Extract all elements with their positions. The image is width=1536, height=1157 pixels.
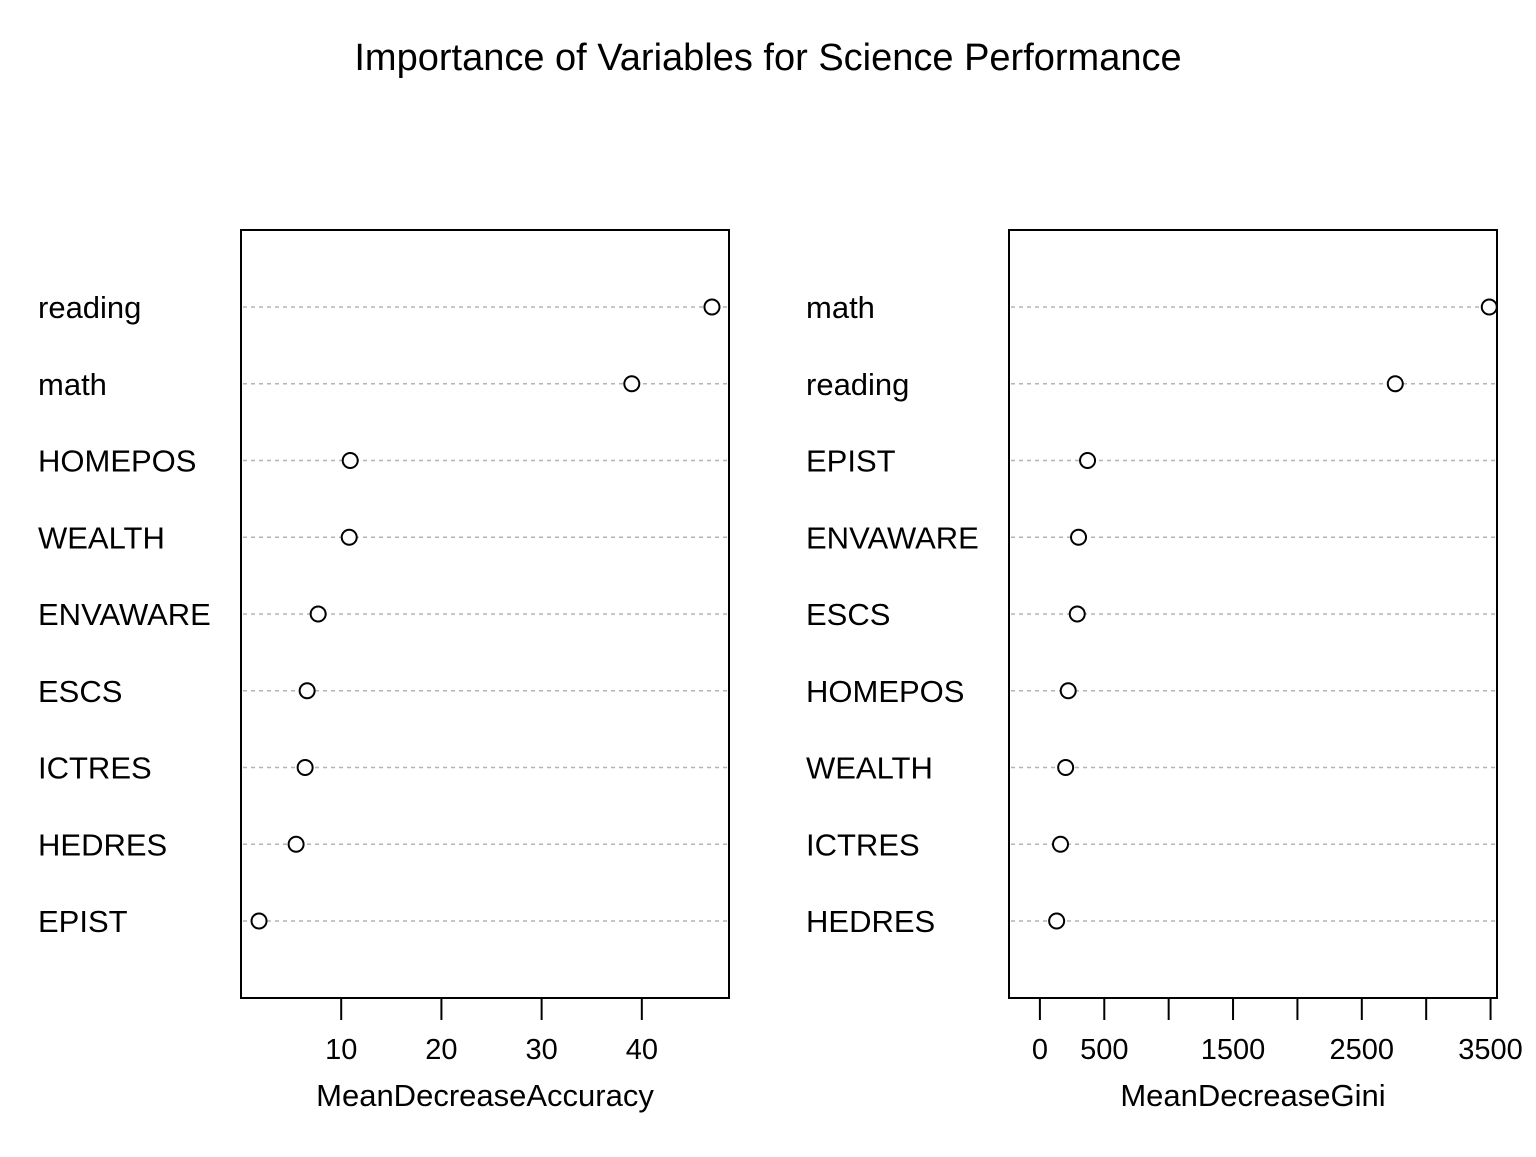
data-point (1386, 375, 1404, 393)
x-tick-label: 3500 (1458, 1034, 1523, 1066)
data-point (250, 912, 268, 930)
x-tick-label: 0 (1032, 1034, 1048, 1066)
data-point (287, 835, 305, 853)
category-label: HOMEPOS (806, 674, 964, 709)
x-tick-label: 10 (325, 1034, 357, 1066)
data-point (1052, 835, 1070, 853)
x-tick-label: 500 (1080, 1034, 1128, 1066)
data-point (1057, 759, 1075, 776)
data-point (1068, 605, 1086, 623)
category-label: HEDRES (38, 827, 167, 862)
category-label: math (38, 367, 107, 402)
category-label: WEALTH (38, 520, 165, 555)
x-tick-label: 20 (425, 1034, 457, 1066)
x-tick-label: 2500 (1330, 1034, 1395, 1066)
category-label: ICTRES (38, 751, 152, 786)
category-label: WEALTH (806, 751, 933, 786)
category-label: reading (38, 290, 141, 325)
category-label: HEDRES (806, 904, 935, 939)
data-point (623, 375, 641, 393)
data-point (1079, 452, 1097, 469)
x-tick-label: 1500 (1201, 1034, 1266, 1066)
data-point (340, 528, 358, 546)
gini-panel: math reading EPIST ENVAWARE ESCS HOMEPOS WEALT… (806, 229, 1523, 1113)
data-point (1059, 682, 1077, 700)
category-label: ENVAWARE (806, 520, 979, 555)
data-point (1070, 528, 1088, 546)
x-tick-label: 30 (525, 1034, 557, 1066)
chart-title: Importance of Variables for Science Perf… (354, 37, 1181, 79)
category-label: EPIST (806, 444, 896, 479)
data-point (298, 682, 316, 700)
accuracy-panel: reading math HOMEPOS WEALTH ENVAWARE ESCS ICTR… (38, 229, 730, 1113)
data-point (1480, 298, 1498, 316)
category-label: EPIST (38, 904, 128, 939)
category-label: ESCS (806, 597, 890, 632)
data-point (1048, 912, 1066, 930)
data-point (703, 298, 721, 316)
category-label: reading (806, 367, 909, 402)
category-label: ENVAWARE (38, 597, 211, 632)
data-point (309, 605, 327, 623)
data-point (341, 452, 359, 469)
category-label: math (806, 290, 875, 325)
category-label: ESCS (38, 674, 122, 709)
data-point (296, 759, 314, 776)
x-axis-label: MeanDecreaseGini (1120, 1078, 1385, 1113)
category-label: HOMEPOS (38, 444, 196, 479)
x-axis-label: MeanDecreaseAccuracy (316, 1078, 654, 1113)
category-label: ICTRES (806, 827, 920, 862)
x-tick-label: 40 (626, 1034, 658, 1066)
